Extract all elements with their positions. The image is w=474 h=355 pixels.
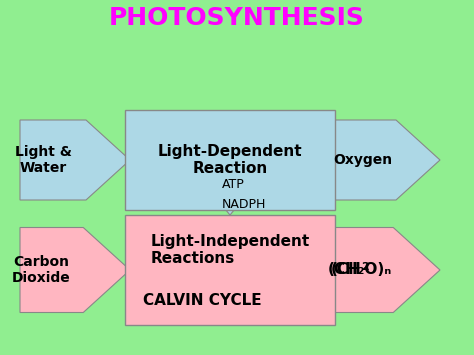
Polygon shape (200, 179, 260, 215)
Text: (CH₂O)ₙ: (CH₂O)ₙ (328, 262, 392, 278)
Text: Oxygen: Oxygen (333, 153, 392, 167)
Text: 2: 2 (362, 262, 369, 272)
Polygon shape (330, 120, 440, 200)
Text: Light &
Water: Light & Water (15, 145, 72, 175)
Text: CALVIN CYCLE: CALVIN CYCLE (143, 293, 262, 308)
Text: (CH: (CH (331, 262, 362, 278)
Text: ATP: ATP (222, 178, 245, 191)
Polygon shape (330, 228, 440, 312)
FancyBboxPatch shape (125, 215, 335, 325)
Text: PHOTOSYNTHESIS: PHOTOSYNTHESIS (109, 6, 365, 30)
Text: NADPH: NADPH (222, 198, 266, 211)
Polygon shape (20, 120, 130, 200)
FancyBboxPatch shape (125, 110, 335, 210)
Text: Light-Dependent
Reaction: Light-Dependent Reaction (158, 144, 302, 176)
Polygon shape (20, 228, 130, 312)
Text: Carbon
Dioxide: Carbon Dioxide (12, 255, 71, 285)
Text: Light-Independent
Reactions: Light-Independent Reactions (150, 234, 310, 266)
